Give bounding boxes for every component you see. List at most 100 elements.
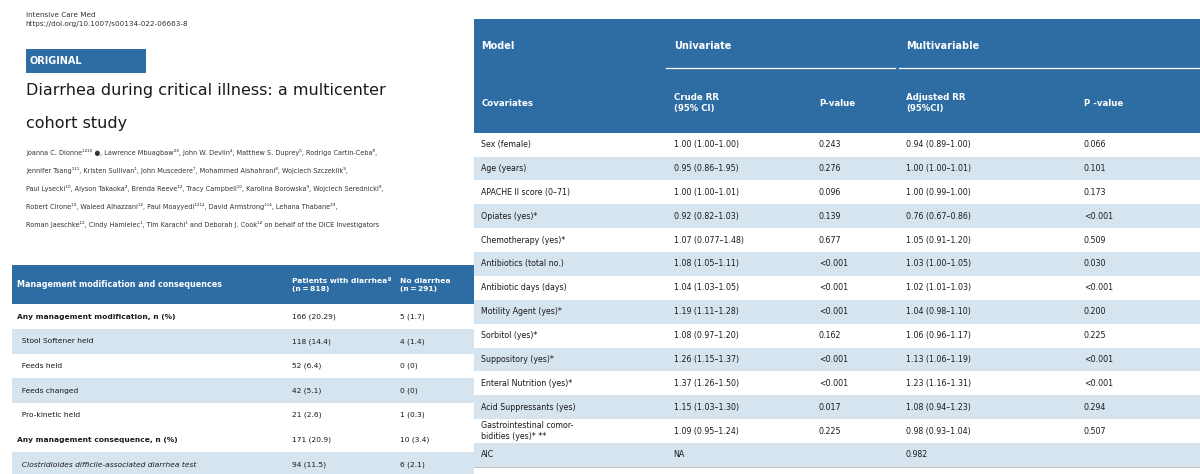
FancyBboxPatch shape <box>12 452 474 474</box>
FancyBboxPatch shape <box>474 324 1200 347</box>
Text: ORIGINAL: ORIGINAL <box>30 56 82 66</box>
Text: 0.677: 0.677 <box>818 236 841 245</box>
Text: Roman Jaeschke¹², Cindy Hamielec¹, Tim Karachi¹ and Deborah J. Cook¹² on behalf : Roman Jaeschke¹², Cindy Hamielec¹, Tim K… <box>26 221 379 228</box>
Text: Motility Agent (yes)*: Motility Agent (yes)* <box>481 307 562 316</box>
Text: Gastrointestinal comor-
bidities (yes)* **: Gastrointestinal comor- bidities (yes)* … <box>481 421 574 441</box>
FancyBboxPatch shape <box>474 419 1200 443</box>
Text: 1.00 (1.00–1.01): 1.00 (1.00–1.01) <box>673 188 739 197</box>
Text: 1.08 (0.94–1.23): 1.08 (0.94–1.23) <box>906 403 971 412</box>
Text: 0.92 (0.82–1.03): 0.92 (0.82–1.03) <box>673 212 738 221</box>
Text: 4 (1.4): 4 (1.4) <box>400 338 425 345</box>
Text: <0.001: <0.001 <box>1084 212 1112 221</box>
Text: 94 (11.5): 94 (11.5) <box>292 461 325 468</box>
Text: Any management consequence, n (%): Any management consequence, n (%) <box>17 437 178 443</box>
FancyBboxPatch shape <box>474 228 1200 252</box>
Text: Sorbitol (yes)*: Sorbitol (yes)* <box>481 331 538 340</box>
Text: Diarrhea during critical illness: a multicenter: Diarrhea during critical illness: a mult… <box>26 83 385 98</box>
Text: 0.94 (0.89–1.00): 0.94 (0.89–1.00) <box>906 140 971 149</box>
Text: 0.509: 0.509 <box>1084 236 1106 245</box>
Text: 1.04 (1.03–1.05): 1.04 (1.03–1.05) <box>673 283 739 292</box>
Text: Acid Suppressants (yes): Acid Suppressants (yes) <box>481 403 576 412</box>
Text: 1.26 (1.15–1.37): 1.26 (1.15–1.37) <box>673 355 739 364</box>
Text: 1.00 (1.00–1.01): 1.00 (1.00–1.01) <box>906 164 971 173</box>
Text: Sex (female): Sex (female) <box>481 140 532 149</box>
Text: 0.173: 0.173 <box>1084 188 1106 197</box>
Text: <0.001: <0.001 <box>818 307 848 316</box>
Text: 0.017: 0.017 <box>818 403 841 412</box>
Text: 166 (20.29): 166 (20.29) <box>292 313 335 320</box>
Text: 0.225: 0.225 <box>818 427 841 436</box>
Text: Robert Cirone¹³, Waleed Alhazzani¹², Paul Moayyedi¹²¹⁴, David Armstrong¹¹⁴, Leha: Robert Cirone¹³, Waleed Alhazzani¹², Pau… <box>26 203 337 210</box>
FancyBboxPatch shape <box>474 156 1200 181</box>
Text: 1.04 (0.98–1.10): 1.04 (0.98–1.10) <box>906 307 971 316</box>
Text: Any management modification, n (%): Any management modification, n (%) <box>17 314 175 319</box>
Text: 0 (0): 0 (0) <box>400 363 418 369</box>
FancyBboxPatch shape <box>474 276 1200 300</box>
Text: <0.001: <0.001 <box>818 355 848 364</box>
Text: 1.09 (0.95–1.24): 1.09 (0.95–1.24) <box>673 427 738 436</box>
FancyBboxPatch shape <box>474 300 1200 324</box>
Text: 0.200: 0.200 <box>1084 307 1106 316</box>
Text: 1.08 (0.97–1.20): 1.08 (0.97–1.20) <box>673 331 738 340</box>
Text: Antibiotic days (days): Antibiotic days (days) <box>481 283 566 292</box>
Text: Feeds held: Feeds held <box>17 363 61 369</box>
FancyBboxPatch shape <box>12 403 474 428</box>
Text: <0.001: <0.001 <box>1084 355 1112 364</box>
Text: 0.066: 0.066 <box>1084 140 1106 149</box>
Text: Joanna C. Dionne¹²¹⁵ ●, Lawrence Mbuagbaw²³, John W. Devlin⁴, Matthew S. Duprey⁵: Joanna C. Dionne¹²¹⁵ ●, Lawrence Mbuagba… <box>26 149 377 156</box>
FancyBboxPatch shape <box>474 133 1200 156</box>
Text: Stool Softener held: Stool Softener held <box>17 338 94 344</box>
Text: Univariate: Univariate <box>673 41 731 51</box>
FancyBboxPatch shape <box>12 354 474 378</box>
Text: Intensive Care Med: Intensive Care Med <box>26 12 96 18</box>
Text: Jennifer Tsang¹¹¹, Kristen Sullivan¹, John Muscedere⁷, Mohammed Alshahrani⁸, Woj: Jennifer Tsang¹¹¹, Kristen Sullivan¹, Jo… <box>26 167 348 174</box>
Text: NA: NA <box>673 450 685 459</box>
Text: https://doi.org/10.1007/s00134-022-06663-8: https://doi.org/10.1007/s00134-022-06663… <box>26 21 188 27</box>
Text: 1.03 (1.00–1.05): 1.03 (1.00–1.05) <box>906 259 971 268</box>
Text: Enteral Nutrition (yes)*: Enteral Nutrition (yes)* <box>481 379 572 388</box>
Text: <0.001: <0.001 <box>1084 283 1112 292</box>
Text: 10 (3.4): 10 (3.4) <box>400 437 430 443</box>
Text: Management modification and consequences: Management modification and consequences <box>17 281 222 289</box>
Text: AIC: AIC <box>481 450 494 459</box>
Text: Pro-kinetic held: Pro-kinetic held <box>17 412 79 418</box>
Text: 1 (0.3): 1 (0.3) <box>400 412 425 419</box>
Text: 1.05 (0.91–1.20): 1.05 (0.91–1.20) <box>906 236 971 245</box>
Text: 0.95 (0.86–1.95): 0.95 (0.86–1.95) <box>673 164 738 173</box>
Text: Suppository (yes)*: Suppository (yes)* <box>481 355 554 364</box>
Text: 1.00 (0.99–1.00): 1.00 (0.99–1.00) <box>906 188 971 197</box>
Text: 0.225: 0.225 <box>1084 331 1106 340</box>
Text: Opiates (yes)*: Opiates (yes)* <box>481 212 538 221</box>
FancyBboxPatch shape <box>474 204 1200 228</box>
FancyBboxPatch shape <box>12 378 474 403</box>
Text: 1.06 (0.96–1.17): 1.06 (0.96–1.17) <box>906 331 971 340</box>
Text: 0.507: 0.507 <box>1084 427 1106 436</box>
Text: 5 (1.7): 5 (1.7) <box>400 313 425 320</box>
FancyBboxPatch shape <box>474 73 1200 133</box>
Text: Crude RR
(95% CI): Crude RR (95% CI) <box>673 93 719 113</box>
Text: 0.162: 0.162 <box>818 331 841 340</box>
Text: <0.001: <0.001 <box>818 259 848 268</box>
Text: 0.982: 0.982 <box>906 450 929 459</box>
Text: 42 (5.1): 42 (5.1) <box>292 387 320 394</box>
Text: 0.276: 0.276 <box>818 164 841 173</box>
Text: Multivariable: Multivariable <box>906 41 979 51</box>
Text: 21 (2.6): 21 (2.6) <box>292 412 322 419</box>
Text: Age (years): Age (years) <box>481 164 527 173</box>
Text: cohort study: cohort study <box>26 116 127 131</box>
Text: 0.096: 0.096 <box>818 188 841 197</box>
Text: 0.98 (0.93–1.04): 0.98 (0.93–1.04) <box>906 427 971 436</box>
Text: 52 (6.4): 52 (6.4) <box>292 363 320 369</box>
FancyBboxPatch shape <box>26 49 146 73</box>
Text: 1.00 (1.00–1.00): 1.00 (1.00–1.00) <box>673 140 739 149</box>
Text: 1.37 (1.26–1.50): 1.37 (1.26–1.50) <box>673 379 739 388</box>
Text: 0.294: 0.294 <box>1084 403 1106 412</box>
Text: APACHE II score (0–71): APACHE II score (0–71) <box>481 188 570 197</box>
Text: No diarrhea
(n = 291): No diarrhea (n = 291) <box>400 278 450 292</box>
Text: 0.030: 0.030 <box>1084 259 1106 268</box>
Text: 1.08 (1.05–1.11): 1.08 (1.05–1.11) <box>673 259 738 268</box>
FancyBboxPatch shape <box>12 265 474 304</box>
FancyBboxPatch shape <box>474 252 1200 276</box>
Text: Patients with diarrheaª
(n = 818): Patients with diarrheaª (n = 818) <box>292 278 391 292</box>
Text: 1.15 (1.03–1.30): 1.15 (1.03–1.30) <box>673 403 739 412</box>
